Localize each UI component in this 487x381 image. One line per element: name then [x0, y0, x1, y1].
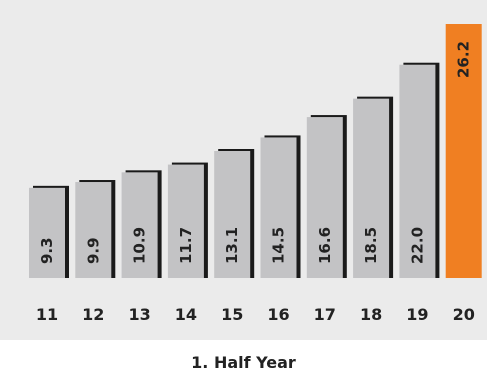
value-label-11: 9.3 — [38, 237, 56, 264]
bar-rect-13 — [121, 172, 158, 278]
value-label-14: 11.7 — [177, 227, 195, 264]
bar-15: 13.1 — [214, 149, 255, 278]
bar-rect-18 — [353, 98, 390, 278]
bar-20: 26.2 — [445, 24, 482, 278]
x-tick-11: 11 — [36, 305, 58, 324]
value-label-18: 18.5 — [362, 227, 380, 264]
bar-12: 9.9 — [75, 180, 116, 278]
bar-11: 9.3 — [29, 185, 69, 278]
x-tick-12: 12 — [82, 305, 104, 324]
bar-19: 22.0 — [399, 62, 440, 278]
bar-rect-14 — [167, 164, 204, 278]
value-label-15: 13.1 — [223, 227, 241, 264]
x-tick-20: 20 — [453, 305, 475, 324]
bar-14: 11.7 — [167, 162, 208, 278]
bar-rect-12 — [75, 182, 112, 278]
value-label-16: 14.5 — [270, 227, 288, 264]
bar-17: 16.6 — [306, 115, 347, 279]
value-label-20: 26.2 — [455, 41, 473, 78]
bar-rect-11 — [29, 187, 65, 278]
value-label-19: 22.0 — [408, 227, 426, 264]
value-label-12: 9.9 — [84, 237, 102, 264]
x-tick-15: 15 — [221, 305, 243, 324]
bar-rect-20 — [445, 24, 482, 278]
x-tick-18: 18 — [360, 305, 382, 324]
bar-16: 14.5 — [260, 135, 301, 278]
x-tick-labels: 11 12 13 14 15 16 17 18 19 20 — [36, 305, 475, 324]
bar-rect-19 — [399, 64, 436, 278]
bar-rect-15 — [214, 151, 251, 278]
bars-group: 9.3 9.9 10.9 11.7 13.1 14.5 16.6 18.5 22.0 26.2 — [29, 24, 482, 279]
x-tick-16: 16 — [267, 305, 289, 324]
bar-13: 10.9 — [121, 170, 162, 278]
x-axis-label: 1. Half Year — [191, 353, 296, 372]
bar-18: 18.5 — [353, 96, 394, 278]
x-tick-17: 17 — [314, 305, 336, 324]
value-label-17: 16.6 — [316, 227, 334, 264]
x-tick-19: 19 — [406, 305, 428, 324]
x-tick-13: 13 — [128, 305, 150, 324]
bar-rect-16 — [260, 137, 297, 278]
value-label-13: 10.9 — [131, 227, 149, 264]
bar-rect-17 — [306, 117, 343, 279]
x-tick-14: 14 — [175, 305, 197, 324]
